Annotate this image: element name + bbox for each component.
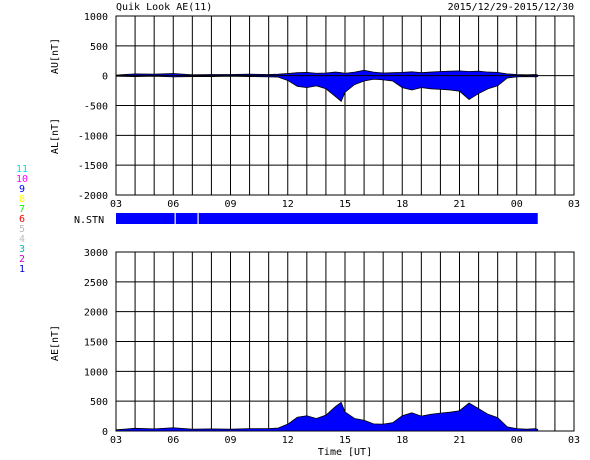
au-al-xtick-label: 15 <box>339 199 351 210</box>
ae-xtick-label: 21 <box>453 435 465 446</box>
au-al-xtick-label: 06 <box>167 199 179 210</box>
ae-axis-label: AE[nT] <box>50 325 61 361</box>
legend-station-3: 3 <box>19 244 25 255</box>
ae-ytick-label: 1000 <box>84 367 108 378</box>
al-axis-label: AL[nT] <box>50 118 61 154</box>
legend-station-4: 4 <box>19 234 25 245</box>
ae-ytick-label: 500 <box>90 397 108 408</box>
au-al-xtick-label: 03 <box>568 199 580 210</box>
au-al-ytick-label: -2000 <box>78 191 108 202</box>
legend-station-7: 7 <box>19 204 25 215</box>
n-stn-label: N.STN <box>74 215 104 226</box>
au-al-ytick-label: 0 <box>102 72 108 83</box>
date-range: 2015/12/29-2015/12/30 <box>448 2 574 13</box>
ae-ytick-label: 2000 <box>84 308 108 319</box>
legend-station-11: 11 <box>16 164 28 175</box>
au-al-xtick-label: 09 <box>224 199 236 210</box>
legend-station-9: 9 <box>19 184 25 195</box>
legend-station-6: 6 <box>19 214 25 225</box>
au-axis-label: AU[nT] <box>50 38 61 74</box>
au-al-xtick-label: 12 <box>282 199 294 210</box>
au-al-xtick-label: 21 <box>453 199 465 210</box>
au-al-ytick-label: 500 <box>90 42 108 53</box>
legend-station-10: 10 <box>16 174 28 185</box>
ae-ytick-label: 2500 <box>84 278 108 289</box>
legend-station-8: 8 <box>19 194 25 205</box>
au-series-area <box>115 69 539 77</box>
al-series-area <box>115 75 539 102</box>
n-stn-panel: N.STN <box>74 213 538 226</box>
ae-xtick-label: 18 <box>396 435 408 446</box>
au-al-ytick-label: -1500 <box>78 161 108 172</box>
legend-station-2: 2 <box>19 254 25 265</box>
ae-xtick-label: 00 <box>511 435 523 446</box>
time-axis-label: Time [UT] <box>318 447 372 458</box>
au-al-xtick-label: 18 <box>396 199 408 210</box>
ae-xtick-label: 09 <box>224 435 236 446</box>
ae-series-area <box>115 401 539 432</box>
ae-xtick-label: 15 <box>339 435 351 446</box>
ae-xtick-label: 12 <box>282 435 294 446</box>
legend-station-5: 5 <box>19 224 25 235</box>
legend-station-1: 1 <box>19 264 25 275</box>
au-al-ytick-label: -1000 <box>78 131 108 142</box>
au-al-ytick-label: 1000 <box>84 12 108 23</box>
ae-ytick-label: 3000 <box>84 248 108 259</box>
au-al-xtick-label: 03 <box>110 199 122 210</box>
ae-ytick-label: 0 <box>102 427 108 438</box>
ae-ytick-label: 1500 <box>84 338 108 349</box>
ae-xtick-label: 03 <box>110 435 122 446</box>
au-al-ytick-label: -500 <box>84 102 108 113</box>
au-al-frame <box>115 15 575 196</box>
ae-xtick-label: 03 <box>568 435 580 446</box>
n-stn-bar <box>116 213 538 224</box>
ae-xtick-label: 06 <box>167 435 179 446</box>
au-al-xtick-label: 00 <box>511 199 523 210</box>
chart-title: Quik Look AE(11) <box>116 2 212 13</box>
